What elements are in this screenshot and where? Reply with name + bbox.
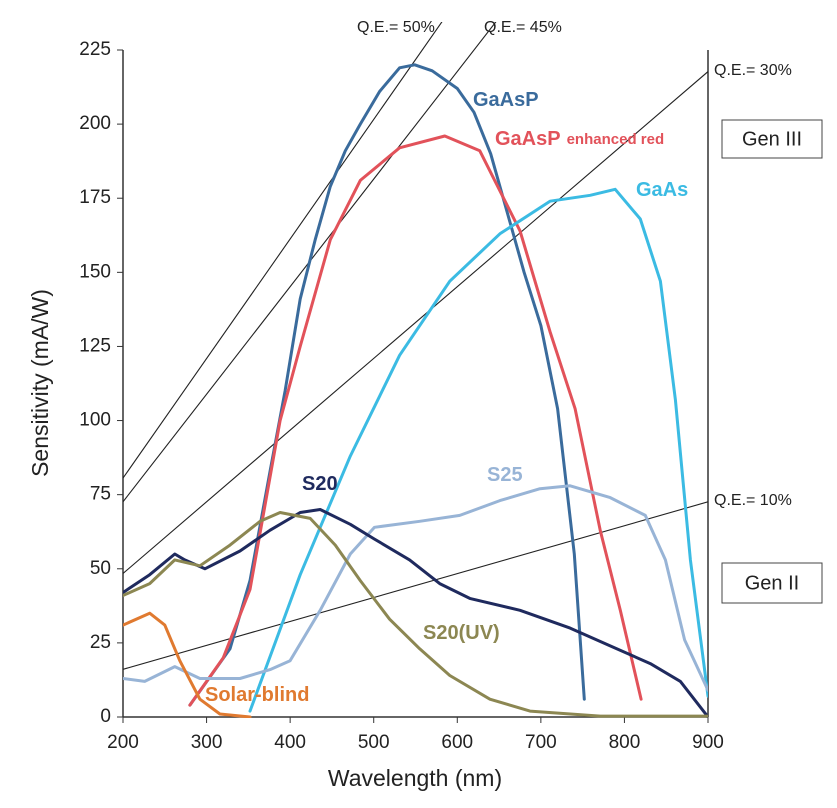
series-line — [248, 187, 708, 713]
x-tick-label: 400 — [274, 732, 306, 753]
plot-area — [123, 22, 708, 718]
y-tick-label: 225 — [79, 39, 111, 60]
y-tick-label: 0 — [100, 706, 111, 727]
x-tick-label: 700 — [525, 732, 557, 753]
series-name: GaAsP — [473, 89, 539, 111]
x-tick-label: 200 — [107, 732, 139, 753]
y-tick-label: 175 — [79, 187, 111, 208]
gen2-box — [721, 562, 823, 604]
y-tick-label: 50 — [90, 558, 111, 579]
y-tick-label: 200 — [79, 113, 111, 134]
y-axis-title: Sensitivity (mA/W) — [27, 289, 53, 477]
series-line — [123, 611, 252, 718]
series-label: GaAsP enhanced red — [495, 128, 664, 150]
series-name: S20(UV) — [423, 622, 500, 644]
qe-label: Q.E.= 30% — [714, 62, 792, 79]
y-tick-label: 75 — [90, 484, 111, 505]
series-name: GaAsP — [495, 128, 561, 150]
y-tick-label: 100 — [79, 410, 111, 431]
x-tick-label: 300 — [191, 732, 223, 753]
qe-line — [123, 501, 708, 670]
series-line — [123, 484, 708, 692]
series-label: GaAs — [636, 179, 688, 201]
qe-line — [123, 71, 708, 574]
gen3-label: Gen III — [742, 128, 802, 150]
series-note: enhanced red — [567, 131, 665, 148]
qe-line — [123, 22, 443, 479]
x-tick-label: 900 — [692, 732, 724, 753]
series-name: S20 — [302, 473, 338, 495]
series-line — [188, 134, 643, 707]
series-line — [123, 508, 708, 718]
y-tick-label: 150 — [79, 261, 111, 282]
series-line — [123, 511, 708, 718]
x-tick-label: 500 — [358, 732, 390, 753]
series-name: S25 — [487, 464, 523, 486]
series-label: S25 — [487, 464, 523, 486]
qe-line — [123, 22, 497, 503]
series-name: GaAs — [636, 179, 688, 201]
series-line — [188, 63, 586, 707]
x-axis-title: Wavelength (nm) — [328, 765, 502, 791]
qe-label: Q.E.= 50% — [357, 19, 435, 36]
gen2-label: Gen II — [745, 572, 799, 594]
series-label: S20(UV) — [423, 622, 500, 644]
x-tick-label: 800 — [609, 732, 641, 753]
series-label: S20 — [302, 473, 338, 495]
y-tick-label: 125 — [79, 335, 111, 356]
series-label: Solar-blind — [205, 684, 309, 706]
series-name: Solar-blind — [205, 684, 309, 706]
gen3-box — [721, 119, 823, 159]
qe-label: Q.E.= 45% — [484, 19, 562, 36]
series-label: GaAsP — [473, 89, 539, 111]
y-tick-label: 25 — [90, 632, 111, 653]
qe-label: Q.E.= 10% — [714, 492, 792, 509]
x-tick-label: 600 — [441, 732, 473, 753]
